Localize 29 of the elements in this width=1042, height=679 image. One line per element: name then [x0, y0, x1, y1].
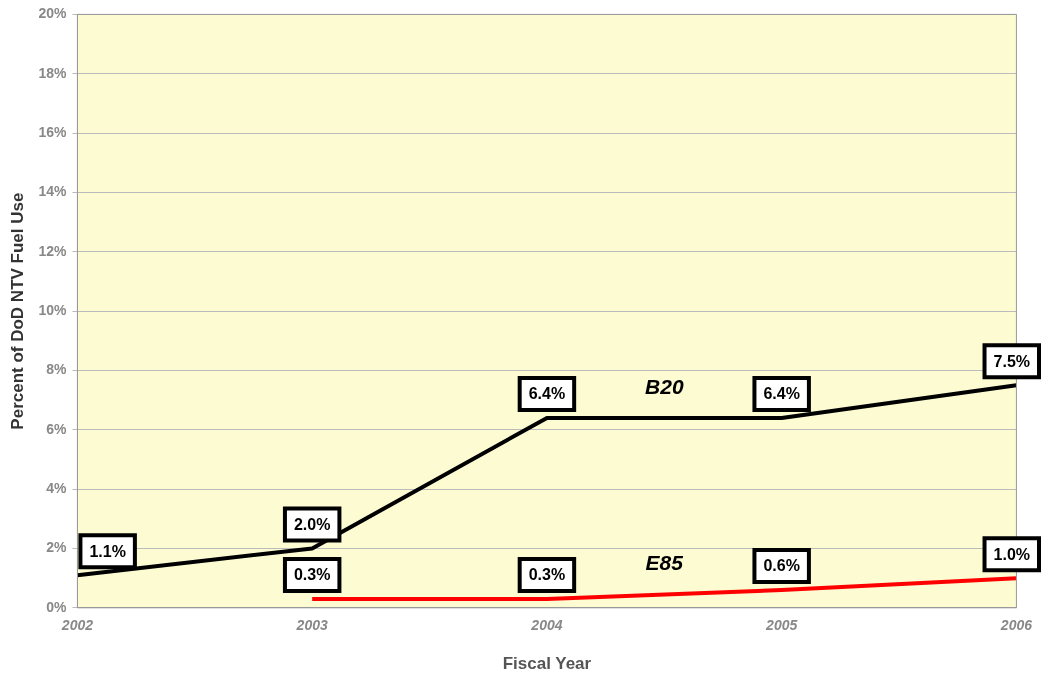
y-tick-label: 0%: [46, 598, 67, 615]
y-tick-label: 6%: [46, 420, 67, 437]
series-label: B20: [645, 374, 684, 398]
data-label: 0.3%: [528, 566, 566, 584]
data-label: 1.0%: [993, 545, 1030, 563]
y-tick-label: 12%: [38, 242, 67, 259]
y-tick-label: 10%: [38, 301, 67, 318]
x-tick-label: 2006: [999, 617, 1033, 634]
data-label: 0.3%: [293, 566, 331, 584]
data-label: 6.4%: [763, 385, 800, 403]
y-tick-label: 16%: [38, 123, 67, 140]
data-label: 7.5%: [993, 352, 1030, 370]
x-tick-label: 2004: [530, 617, 563, 634]
y-tick-label: 18%: [38, 64, 67, 81]
x-axis-title: Fiscal Year: [502, 654, 592, 674]
y-tick-label: 2%: [46, 539, 67, 556]
series-label: E85: [645, 551, 684, 575]
data-label: 2.0%: [293, 515, 331, 533]
data-label: 0.6%: [763, 557, 800, 575]
x-tick-label: 2003: [295, 617, 328, 634]
y-tick-label: 20%: [38, 5, 67, 22]
y-axis-title: Percent of DoD NTV Fuel Use: [7, 192, 27, 430]
data-label: 1.1%: [89, 542, 126, 560]
data-label: 6.4%: [528, 385, 566, 403]
y-tick-label: 4%: [46, 479, 67, 496]
y-tick-label: 8%: [46, 361, 67, 378]
x-tick-label: 2005: [765, 617, 798, 634]
y-tick-label: 14%: [38, 183, 67, 200]
x-tick-label: 2002: [60, 617, 94, 634]
